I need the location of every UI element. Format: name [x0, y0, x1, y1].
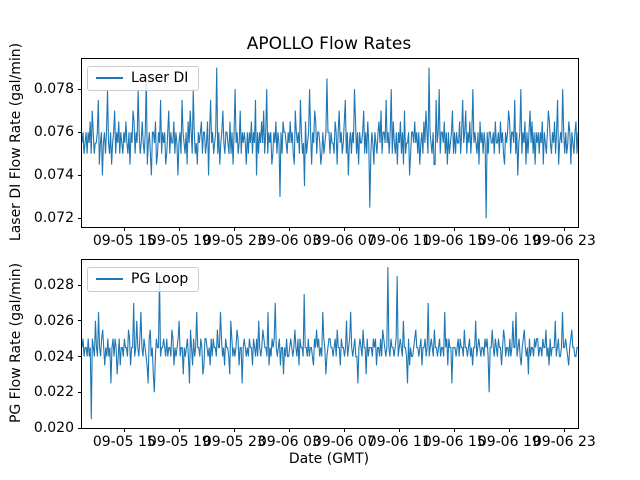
x-tick-mark [563, 428, 565, 432]
y-tick-label: 0.074 [33, 167, 74, 184]
y-tick-label: 0.028 [33, 277, 74, 294]
x-tick-mark [123, 227, 125, 231]
y-tick-mark [78, 88, 82, 90]
y-tick-label: 0.020 [33, 420, 74, 436]
x-tick-mark [453, 428, 455, 432]
x-tick-mark [343, 227, 345, 231]
y-tick-label: 0.072 [33, 210, 74, 227]
legend-line-sample-icon [96, 77, 123, 79]
x-tick-label: 09-06 07 [312, 434, 376, 450]
laser-di-line [82, 67, 578, 219]
x-tick-mark [508, 227, 510, 231]
chart-title: APOLLO Flow Rates [246, 34, 412, 54]
x-tick-mark [563, 227, 565, 231]
y-axis-label-pg: PG Flow Rate (gal/min) [8, 262, 24, 424]
y-tick-mark [78, 131, 82, 133]
y-tick-mark [78, 320, 82, 322]
x-tick-label: 09-05 23 [202, 233, 266, 249]
x-tick-mark [343, 428, 345, 432]
y-tick-label: 0.022 [33, 384, 74, 401]
x-tick-mark [288, 428, 290, 432]
x-tick-label: 09-05 15 [92, 434, 156, 450]
x-tick-mark [398, 227, 400, 231]
y-axis-label-laser-di: Laser DI Flow Rate (gal/min) [8, 42, 24, 242]
laser-di-line-series [82, 67, 578, 219]
y-tick-mark [78, 356, 82, 357]
x-tick-mark [398, 428, 400, 432]
x-tick-label: 09-06 23 [532, 434, 596, 450]
x-tick-label: 09-05 15 [92, 233, 156, 249]
x-tick-mark [178, 227, 180, 231]
x-tick-mark [233, 227, 235, 231]
y-tick-label: 0.026 [33, 312, 74, 329]
x-tick-mark [453, 227, 455, 231]
x-tick-label: 09-06 07 [312, 233, 376, 249]
x-tick-mark [233, 428, 235, 432]
legend-line-sample-icon [96, 278, 123, 280]
y-tick-mark [78, 284, 82, 286]
x-tick-label: 09-05 23 [202, 434, 266, 450]
legend-label: Laser DI [131, 70, 189, 86]
x-tick-label: 09-06 11 [367, 434, 431, 450]
pg-loop-line [82, 267, 578, 420]
y-tick-mark [78, 174, 82, 176]
subplot-pg-loop: PG Loop 0.020 0.022 0.024 0.026 0.028 09-05 1… [34, 259, 596, 450]
y-tick-mark [78, 391, 82, 393]
x-tick-label: 09-06 23 [532, 233, 596, 249]
x-tick-label: 09-06 11 [367, 233, 431, 249]
x-tick-label: 09-06 03 [257, 434, 321, 450]
x-tick-label: 09-05 19 [147, 233, 211, 249]
legend-laser-di: Laser DI [87, 66, 200, 91]
x-tick-label: 09-06 19 [477, 434, 541, 450]
legend-label: PG Loop [131, 271, 189, 287]
legend-pg-loop: PG Loop [87, 267, 200, 292]
y-tick-label: 0.078 [33, 81, 74, 98]
x-tick-label: 09-06 15 [422, 233, 486, 249]
x-tick-label: 09-06 19 [477, 233, 541, 249]
y-tick-mark [78, 217, 82, 219]
y-tick-label: 0.076 [33, 124, 74, 141]
x-tick-label: 09-06 15 [422, 434, 486, 450]
x-tick-mark [288, 227, 290, 231]
x-tick-mark [123, 428, 125, 432]
x-tick-label: 09-05 19 [147, 434, 211, 450]
x-tick-mark [508, 428, 510, 432]
x-tick-label: 09-06 03 [257, 233, 321, 249]
subplot-laser-di: Laser DI 0.072 0.074 0.076 0.078 09-05 15 09-… [34, 58, 596, 249]
x-tick-mark [178, 428, 180, 432]
x-axis-label: Date (GMT) [288, 451, 370, 467]
pg-loop-line-series [82, 267, 578, 420]
y-tick-mark [78, 427, 82, 429]
y-tick-label: 0.024 [33, 348, 74, 365]
